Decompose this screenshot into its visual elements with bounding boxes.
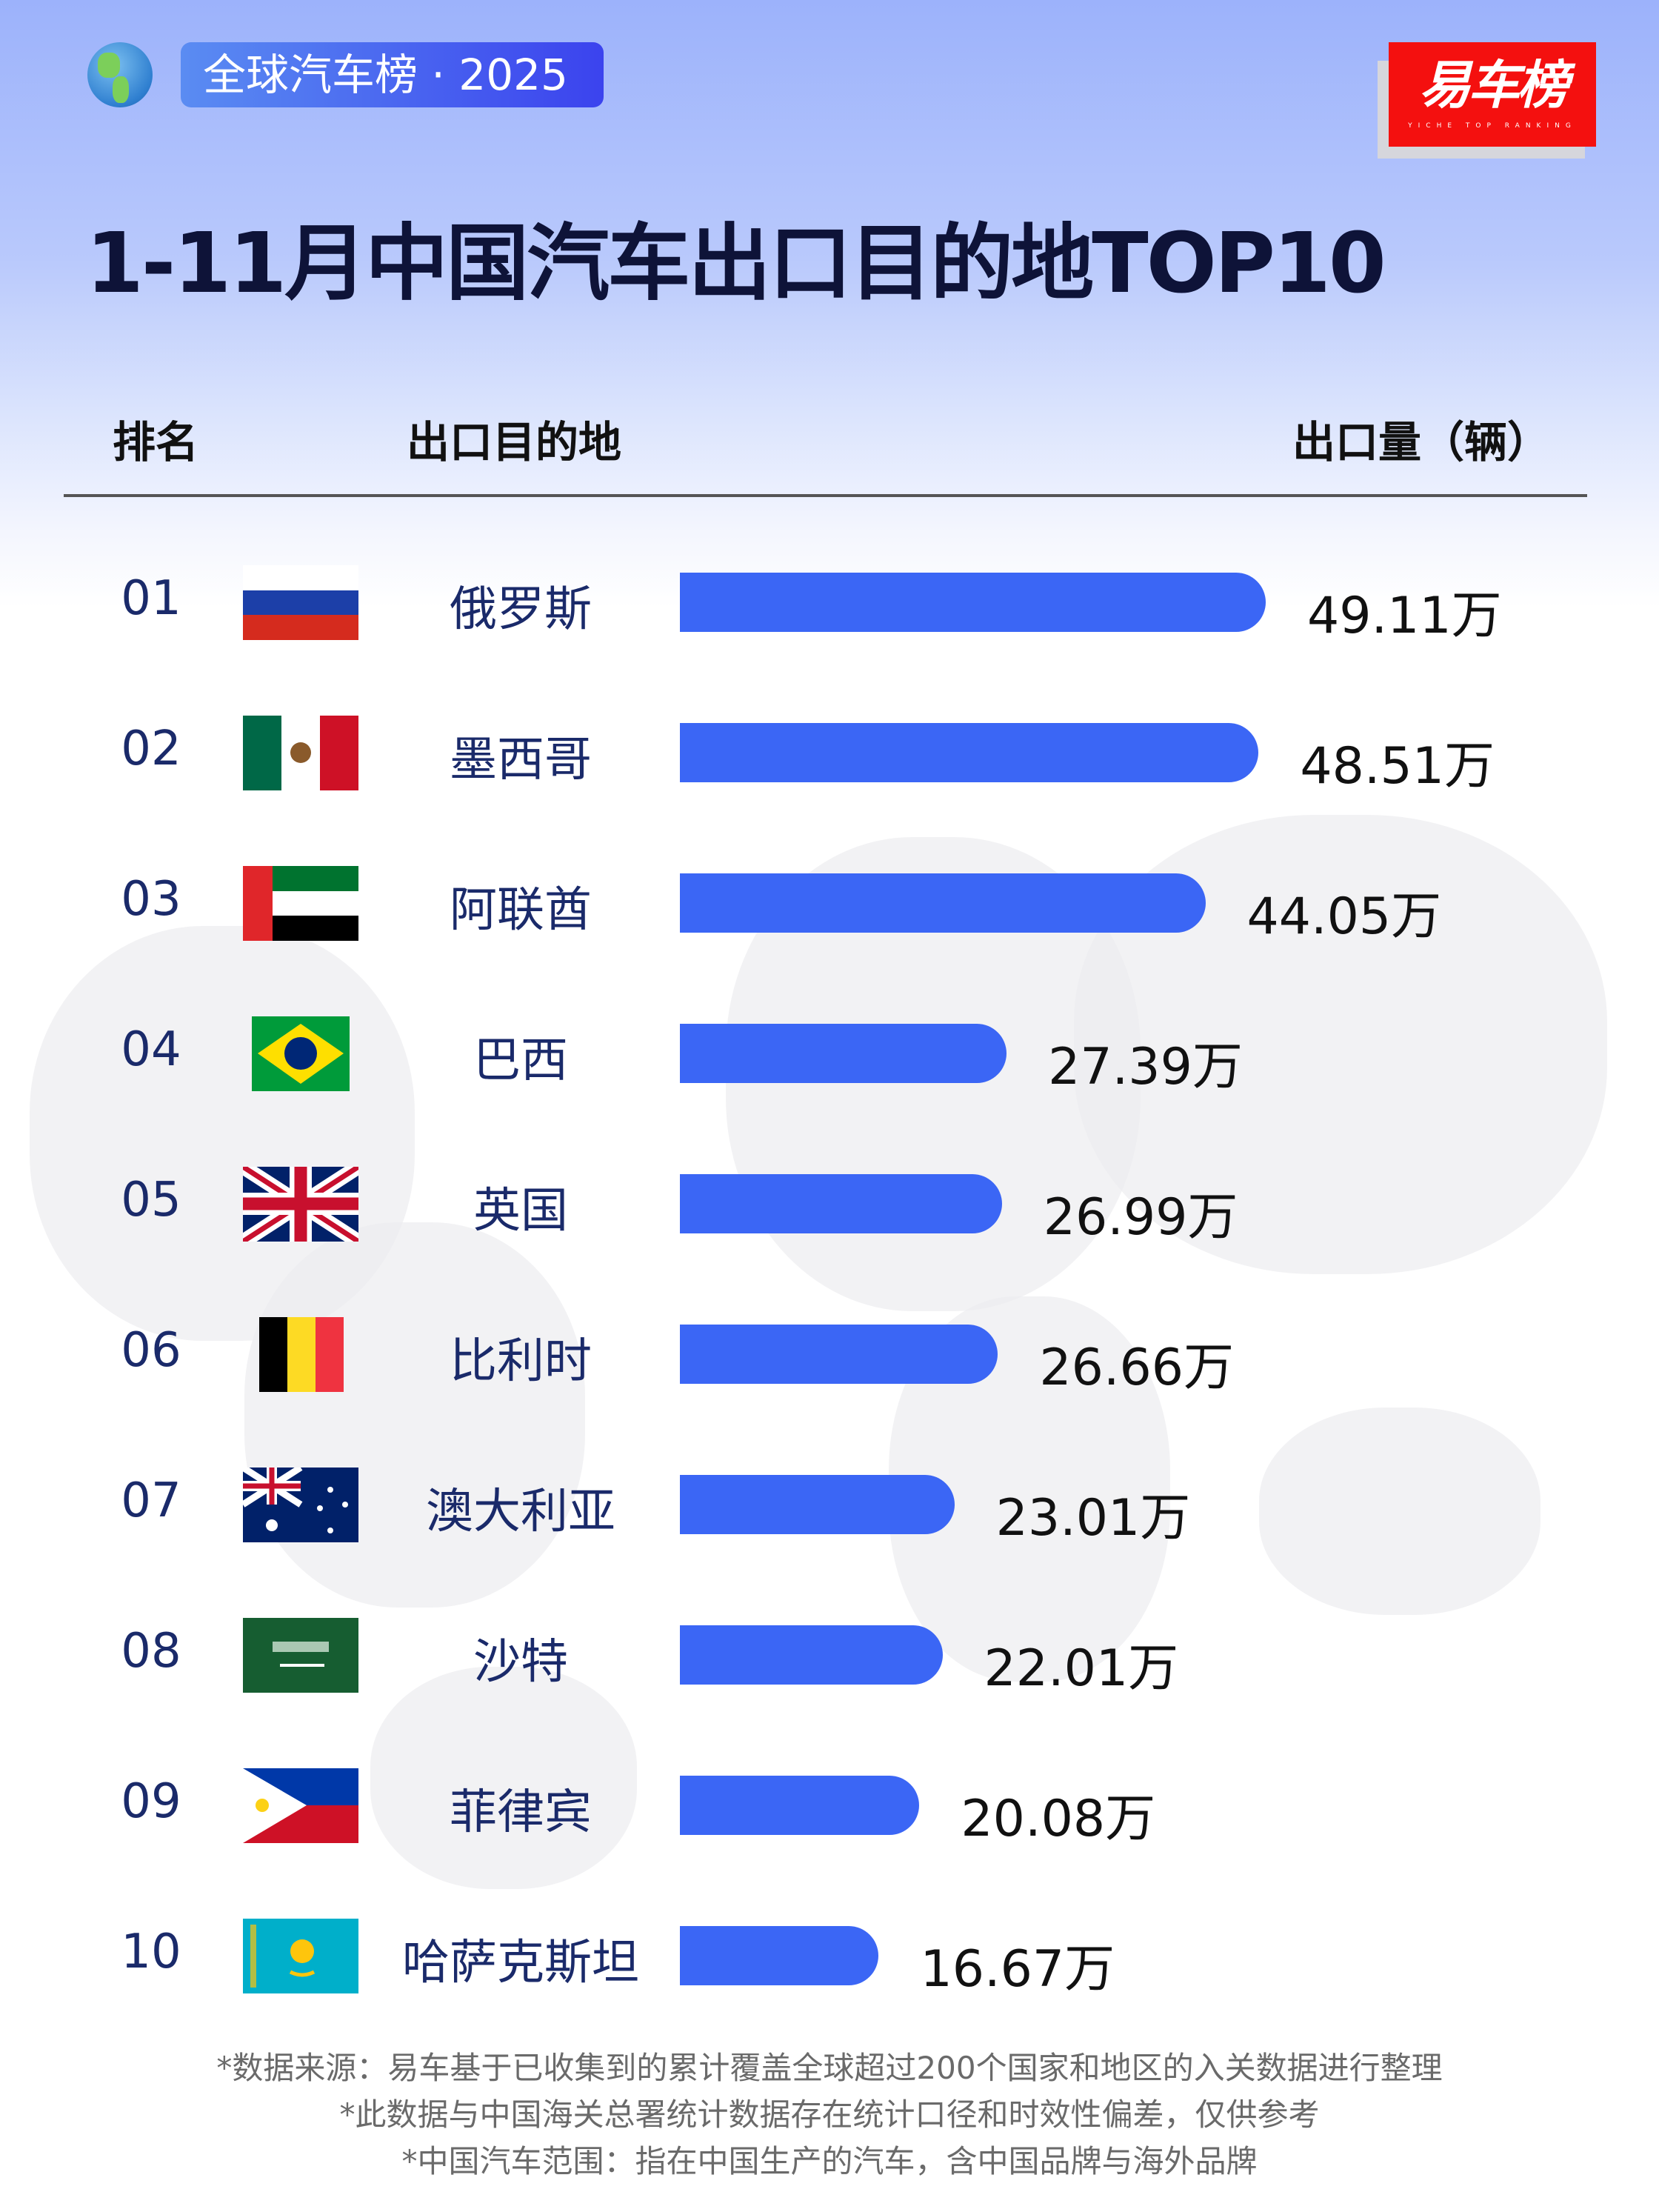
bar-philippines <box>680 1776 920 1835</box>
footer-note-scope: *中国汽车范围：指在中国生产的汽车，含中国品牌与海外品牌 <box>401 2143 1258 2179</box>
column-header-volume: 出口量（辆） <box>1292 417 1551 467</box>
flag-mexico-icon <box>243 716 358 790</box>
bar-russia <box>680 573 1266 632</box>
country-label: 哈萨克斯坦 <box>402 1936 639 1991</box>
country-label: 英国 <box>473 1184 568 1239</box>
rank-label: 03 <box>121 872 181 927</box>
flag-philippines-icon <box>243 1768 358 1843</box>
bar-uae <box>680 873 1206 933</box>
globe-icon <box>87 42 153 107</box>
footer-note-disclaimer: *此数据与中国海关总署统计数据存在统计口径和时效性偏差，仅供参考 <box>339 2096 1320 2133</box>
country-label: 菲律宾 <box>450 1785 592 1840</box>
value-label: 23.01万 <box>995 1489 1191 1548</box>
value-label: 49.11万 <box>1307 587 1502 645</box>
value-label: 44.05万 <box>1246 887 1442 946</box>
column-header-destination: 出口目的地 <box>407 417 622 467</box>
logo-subtext: YICHE TOP RANKING <box>1408 122 1577 130</box>
value-label: 16.67万 <box>920 1940 1115 1999</box>
rank-label: 05 <box>121 1173 181 1227</box>
value-label: 26.66万 <box>1039 1339 1235 1397</box>
flag-uae-icon <box>243 866 358 941</box>
value-label: 26.99万 <box>1043 1188 1238 1247</box>
flag-australia-icon <box>243 1468 358 1542</box>
footer-note-source: *数据来源：易车基于已收集到的累计覆盖全球超过200个国家和地区的入关数据进行整… <box>216 2050 1443 2086</box>
country-label: 沙特 <box>473 1635 568 1690</box>
country-label: 墨西哥 <box>450 733 592 787</box>
header-badge: 全球汽车榜 · 2025 <box>181 42 604 107</box>
value-label: 22.01万 <box>984 1639 1179 1698</box>
rank-label: 01 <box>121 571 181 626</box>
bar-australia <box>680 1475 955 1534</box>
flag-uk-icon <box>243 1167 358 1242</box>
country-label: 阿联酋 <box>450 883 592 938</box>
country-label: 俄罗斯 <box>450 582 592 637</box>
rank-label: 09 <box>121 1774 181 1829</box>
yiche-logo: 易车榜 YICHE TOP RANKING <box>1389 42 1596 147</box>
country-label: 澳大利亚 <box>426 1485 615 1539</box>
bar-belgium <box>680 1325 998 1384</box>
value-label: 27.39万 <box>1048 1038 1243 1096</box>
rank-label: 04 <box>121 1022 181 1077</box>
bar-mexico <box>680 723 1259 782</box>
flag-kazakhstan-icon <box>243 1919 358 1993</box>
flag-brazil-icon <box>252 1016 350 1091</box>
chart-title: 1-11月中国汽车出口目的地TOP10 <box>86 216 1386 312</box>
logo-text: 易车榜 <box>1419 55 1569 116</box>
value-label: 48.51万 <box>1300 737 1495 796</box>
rank-label: 02 <box>121 722 181 776</box>
rank-label: 06 <box>121 1323 181 1378</box>
rank-label: 08 <box>121 1624 181 1679</box>
bar-kazakhstan <box>680 1926 879 1985</box>
country-label: 巴西 <box>473 1033 568 1088</box>
value-label: 20.08万 <box>961 1790 1156 1848</box>
column-header-rank: 排名 <box>113 417 199 467</box>
bar-saudi <box>680 1625 943 1685</box>
rank-label: 10 <box>121 1925 181 1979</box>
bar-brazil <box>680 1024 1007 1083</box>
flag-russia-icon <box>243 565 358 640</box>
flag-belgium-icon <box>259 1317 344 1392</box>
header-divider <box>64 494 1587 497</box>
country-label: 比利时 <box>450 1334 592 1389</box>
flag-saudi-icon <box>243 1618 358 1693</box>
rank-label: 07 <box>121 1473 181 1528</box>
bar-uk <box>680 1174 1002 1233</box>
